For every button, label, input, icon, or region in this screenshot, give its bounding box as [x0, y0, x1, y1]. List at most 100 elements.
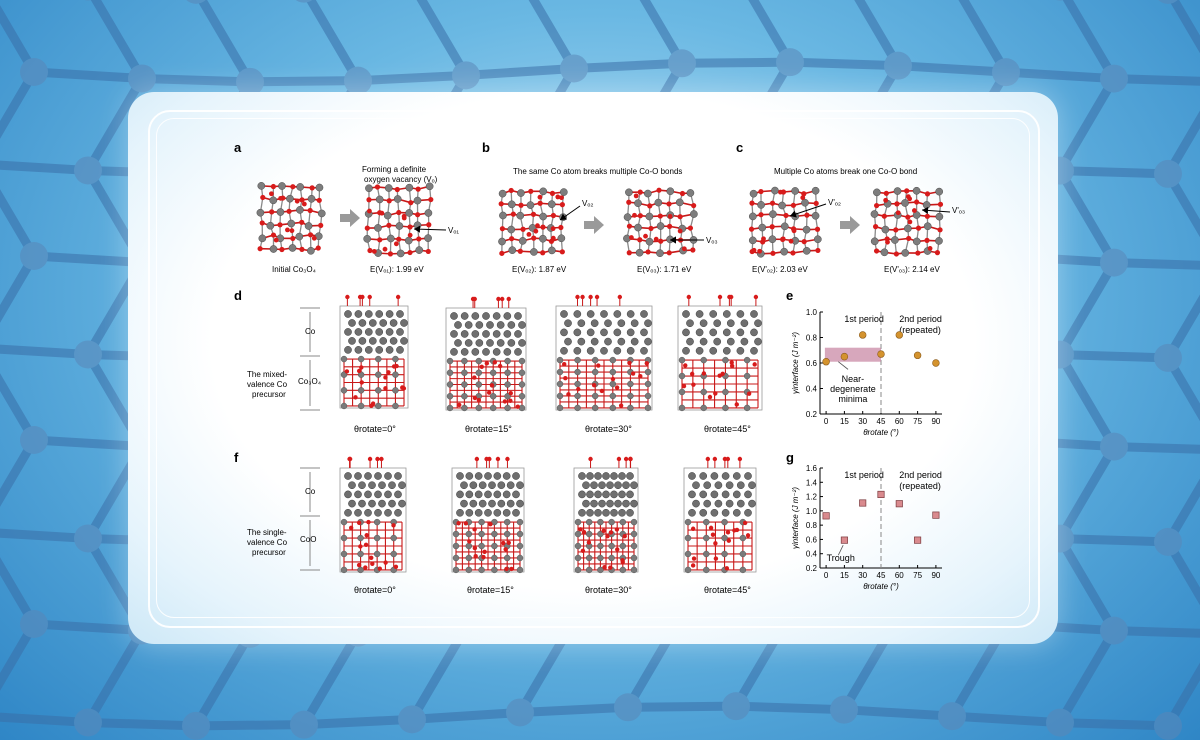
co-atom	[474, 508, 483, 517]
o-atom	[683, 363, 688, 368]
co-atom	[778, 201, 786, 210]
co-atom	[378, 499, 386, 508]
o-atom	[518, 202, 524, 208]
lattice-bond	[461, 63, 579, 80]
co-atom	[912, 186, 921, 195]
o-atom	[801, 191, 807, 197]
co-atom	[695, 310, 704, 318]
co-atom	[630, 530, 638, 538]
o-atom	[502, 399, 508, 404]
x-tick-label: 15	[840, 417, 849, 426]
co-atom	[626, 472, 634, 480]
co-atom	[465, 530, 472, 538]
lattice-bond	[1163, 294, 1200, 363]
co-atom	[396, 328, 404, 336]
co-atom	[610, 472, 618, 480]
lattice-node	[1100, 616, 1128, 645]
o-atom	[761, 236, 766, 242]
co-atom	[684, 518, 692, 526]
co-atom	[539, 187, 548, 196]
o-atom	[364, 533, 369, 538]
co-atom	[508, 246, 517, 254]
co-atom	[610, 490, 618, 499]
co-atom	[450, 348, 458, 356]
o-atom	[813, 200, 819, 207]
slab-f-30	[573, 456, 639, 574]
data-point	[877, 490, 885, 498]
co-atom	[396, 249, 405, 258]
lattice-bond	[1055, 442, 1119, 544]
o-atom	[578, 527, 583, 532]
o-atom	[489, 383, 495, 388]
o-atom	[783, 212, 789, 219]
co-atom	[378, 481, 386, 490]
o-atom	[386, 370, 391, 375]
lattice-node	[74, 708, 102, 737]
o-atom	[415, 186, 421, 192]
o-atom	[495, 456, 501, 462]
o-atom	[549, 190, 556, 196]
o-atom	[379, 210, 385, 216]
lattice-bond	[0, 619, 39, 691]
o-atom	[691, 202, 697, 209]
o-atom	[386, 198, 392, 204]
co-atom	[644, 404, 652, 412]
o-atom	[778, 189, 783, 195]
lattice-node	[776, 48, 804, 77]
lattice-bond	[196, 0, 255, 87]
x-tick-label: 60	[895, 571, 904, 580]
co-atom	[530, 248, 538, 256]
co-atom	[450, 312, 458, 320]
o-atom	[758, 212, 764, 218]
co-atom	[482, 330, 490, 338]
arrow-caption: Forming a definite	[362, 165, 427, 174]
o-atom	[558, 224, 564, 231]
o-atom	[316, 197, 322, 203]
co-atom	[354, 472, 362, 480]
lattice-node	[20, 610, 48, 638]
co-atom	[617, 319, 626, 328]
co-atom	[344, 472, 352, 480]
co-atom	[475, 357, 482, 365]
co-atom	[446, 404, 454, 412]
desc-f-1: The single-	[247, 528, 287, 537]
co-atom	[699, 508, 708, 517]
co-atom	[754, 319, 762, 328]
co-atom	[703, 550, 710, 558]
co-atom	[340, 518, 348, 526]
initial-label: Initial Co₃O₄	[272, 265, 316, 274]
co-atom	[748, 481, 756, 490]
o-atom	[407, 232, 413, 238]
o-atom	[575, 294, 580, 300]
co-atom	[354, 508, 362, 517]
lattice-node	[182, 711, 210, 740]
co-atom	[710, 490, 719, 499]
desc-d-2: valence Co	[247, 380, 288, 389]
co-atom	[640, 346, 648, 355]
chart-g: 0.2 0.4 0.6 0.8 1.0 1.2 1.4 1.6 0 15 30 45 60 75 90 θro…	[791, 464, 942, 591]
co-atom	[903, 224, 912, 233]
co-atom	[725, 499, 734, 508]
o-atom	[415, 212, 421, 218]
structure-c-1	[748, 186, 822, 258]
o-atom	[686, 294, 692, 300]
o-atom	[457, 402, 462, 408]
slab-f-15	[451, 456, 525, 574]
co-atom	[514, 348, 522, 356]
co-atom	[518, 404, 526, 412]
x-tick-label: 0	[824, 571, 829, 580]
pointer-vo2-head	[560, 213, 567, 220]
co-atom	[340, 550, 348, 558]
co-atom	[614, 499, 622, 508]
co-atom	[644, 368, 652, 376]
co-atom	[348, 337, 356, 345]
o-atom	[428, 196, 434, 203]
co-atom	[482, 348, 490, 356]
o-atom	[476, 397, 482, 403]
o-atom	[596, 363, 601, 368]
x-axis-label: θrotate (°)	[863, 428, 899, 437]
lattice-bond	[29, 67, 147, 83]
co-atom	[496, 339, 505, 347]
co-atom	[626, 310, 635, 318]
o-atom	[472, 545, 478, 551]
